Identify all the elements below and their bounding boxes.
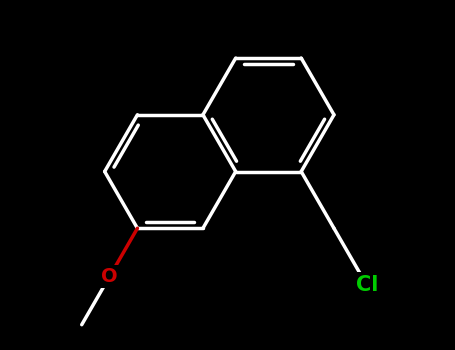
Text: O: O bbox=[101, 267, 118, 286]
Text: Cl: Cl bbox=[355, 275, 378, 295]
